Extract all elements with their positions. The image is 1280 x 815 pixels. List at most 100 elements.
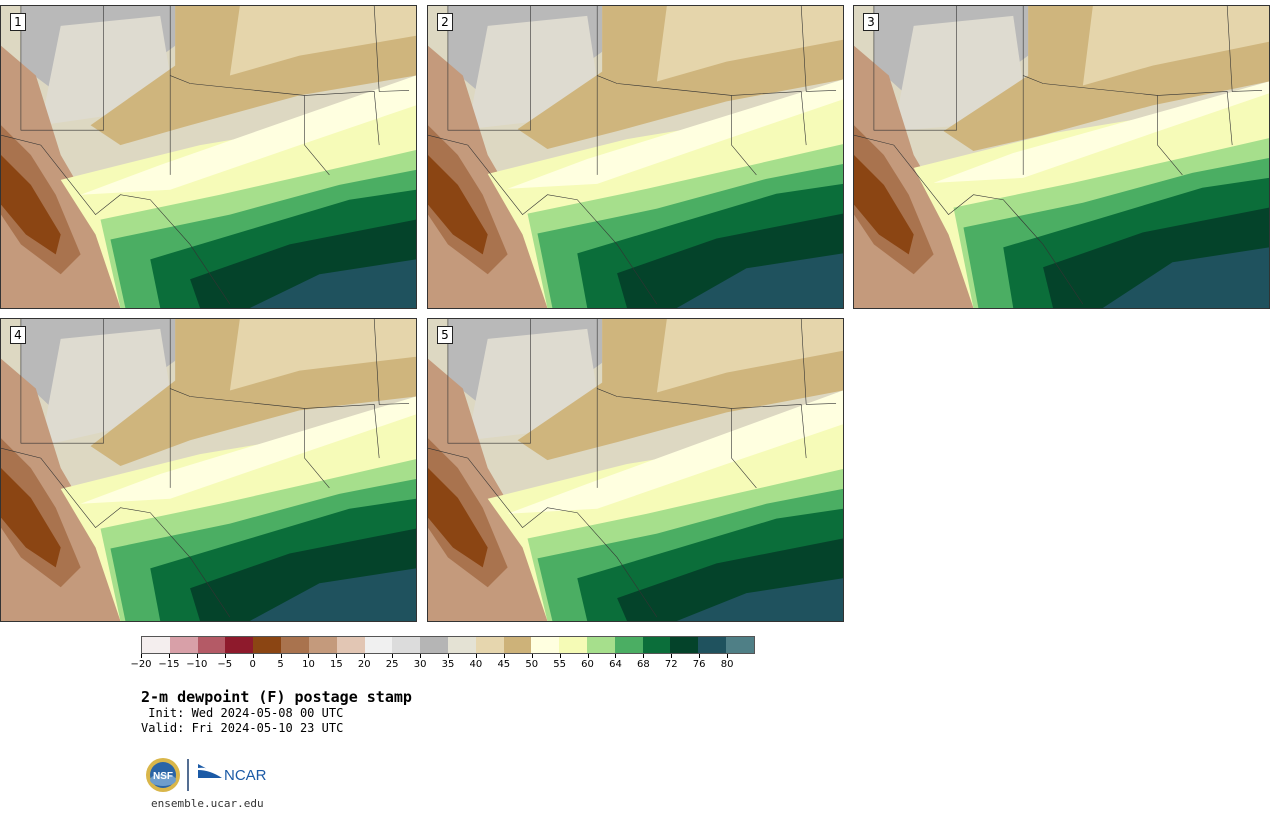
dewpoint-map-2	[428, 6, 843, 308]
nsf-logo-icon: NSF	[146, 758, 180, 792]
colorbar-swatch	[531, 637, 560, 653]
svg-text:NSF: NSF	[153, 771, 173, 782]
colorbar-swatch	[642, 637, 671, 653]
state-border-lines	[447, 6, 837, 176]
dewpoint-map-3	[854, 6, 1269, 308]
colorbar-tick-label: 45	[497, 659, 511, 670]
light-tan-band	[229, 319, 416, 391]
panel-number-label: 3	[863, 13, 879, 31]
pale-yellow-band	[80, 75, 416, 195]
colorbar-tick-label: 64	[609, 659, 622, 670]
texas-border-line	[854, 75, 1084, 305]
colorbar-swatch	[726, 637, 754, 653]
postage-stamp-panel-2: 2	[427, 5, 844, 309]
colorbar-tick-label: 35	[441, 659, 455, 670]
colorbar-tick-label: 5	[277, 659, 284, 670]
state-border-lines	[20, 319, 410, 489]
plains-region	[40, 15, 171, 126]
light-tan-band	[1082, 6, 1269, 86]
colorbar-swatch	[698, 637, 727, 653]
panel-number-label: 1	[10, 13, 26, 31]
colorbar-tick-label: −10	[186, 659, 208, 670]
colorbar-swatch	[614, 637, 643, 653]
very-dry-terrain-region	[1, 468, 61, 568]
colorbar-tick-label: 0	[249, 659, 256, 670]
pale-yellow-band	[507, 79, 843, 189]
colorbar-tick-label: −5	[217, 659, 233, 670]
dry-terrain-region	[428, 125, 508, 275]
colorbar-tick-label: 40	[469, 659, 483, 670]
postage-stamp-panel-3: 3	[853, 5, 1270, 309]
valid-time: Valid: Fri 2024-05-10 23 UTC	[141, 721, 344, 735]
nsf-ncar-logos: NSF NCAR	[146, 758, 267, 792]
colorbar-swatch	[197, 637, 226, 653]
colorbar-tick-label: 76	[692, 659, 706, 670]
colorbar-swatch	[503, 637, 532, 653]
very-dry-terrain-region	[428, 155, 488, 255]
colorbar-swatch	[142, 637, 170, 653]
plot-title: 2-m dewpoint (F) postage stamp	[141, 688, 412, 706]
light-tan-band	[229, 6, 416, 76]
dry-terrain-region	[428, 438, 508, 588]
colorbar-swatch	[392, 637, 421, 653]
colorbar-tick-label: −20	[130, 659, 152, 670]
colorbar-tick-label: 30	[413, 659, 427, 670]
colorbar-tick-label: 68	[636, 659, 650, 670]
colorbar-tick-label: 72	[664, 659, 678, 670]
colorbar-tick-label: 60	[581, 659, 594, 670]
colorbar-swatch	[308, 637, 337, 653]
colorbar-tick-label: 15	[329, 659, 343, 670]
dry-terrain-region	[1, 438, 81, 588]
plains-region	[40, 328, 171, 447]
colorbar-tick-label: −15	[158, 659, 180, 670]
colorbar-swatch	[169, 637, 198, 653]
init-time: Init: Wed 2024-05-08 00 UTC	[141, 706, 344, 720]
texas-border-line	[1, 388, 231, 618]
dewpoint-colorbar	[141, 636, 755, 654]
colorbar-swatch	[587, 637, 615, 653]
colorbar-swatch	[559, 637, 587, 653]
colorbar-swatch	[420, 637, 448, 653]
colorbar-tick-label: 10	[302, 659, 315, 670]
svg-text:NCAR: NCAR	[224, 767, 267, 784]
state-border-lines	[20, 6, 410, 176]
dewpoint-map-1	[1, 6, 416, 308]
pale-yellow-band	[933, 81, 1269, 183]
gulf-very-humid-region	[1102, 247, 1269, 308]
gulf-very-humid-region	[676, 253, 843, 308]
gulf-very-humid-region	[249, 259, 416, 308]
state-border-lines	[447, 319, 837, 489]
colorbar-swatch	[475, 637, 504, 653]
very-dry-terrain-region	[1, 155, 61, 255]
colorbar-swatch	[336, 637, 365, 653]
dewpoint-map-5	[428, 319, 843, 621]
panel-number-label: 2	[437, 13, 453, 31]
texas-border-line	[428, 75, 658, 305]
colorbar-swatch	[364, 637, 393, 653]
gulf-very-humid-region	[249, 568, 416, 621]
very-dry-terrain-region	[428, 468, 488, 568]
colorbar-tick-labels: −20 −15 −10 −5 0 5 10 15 20 25 30 35 40 45 50 55 60 64 68 7…	[130, 654, 755, 674]
ncar-logo-icon: NCAR	[198, 764, 267, 784]
postage-stamp-panel-5: 5	[427, 318, 844, 622]
colorbar-tick-label: 80	[720, 659, 734, 670]
colorbar-tick-label: 20	[357, 659, 371, 670]
dry-terrain-region	[1, 125, 81, 275]
dry-terrain-region	[854, 125, 934, 275]
colorbar-tick-label: 55	[553, 659, 566, 670]
texas-border-line	[1, 75, 231, 305]
dewpoint-map-4	[1, 319, 416, 621]
colorbar-swatch	[447, 637, 476, 653]
pale-yellow-band	[80, 396, 416, 504]
panel-number-label: 5	[437, 326, 453, 344]
light-tan-band	[656, 6, 843, 82]
gulf-very-humid-region	[676, 578, 843, 621]
panel-number-label: 4	[10, 326, 26, 344]
website-url: ensemble.ucar.edu	[151, 797, 264, 810]
pale-yellow-band	[507, 390, 843, 514]
light-tan-band	[656, 319, 843, 393]
postage-stamp-panel-4: 4	[0, 318, 417, 622]
colorbar-tick-label: 50	[525, 659, 539, 670]
state-border-lines	[873, 6, 1263, 176]
very-dry-terrain-region	[854, 155, 914, 255]
